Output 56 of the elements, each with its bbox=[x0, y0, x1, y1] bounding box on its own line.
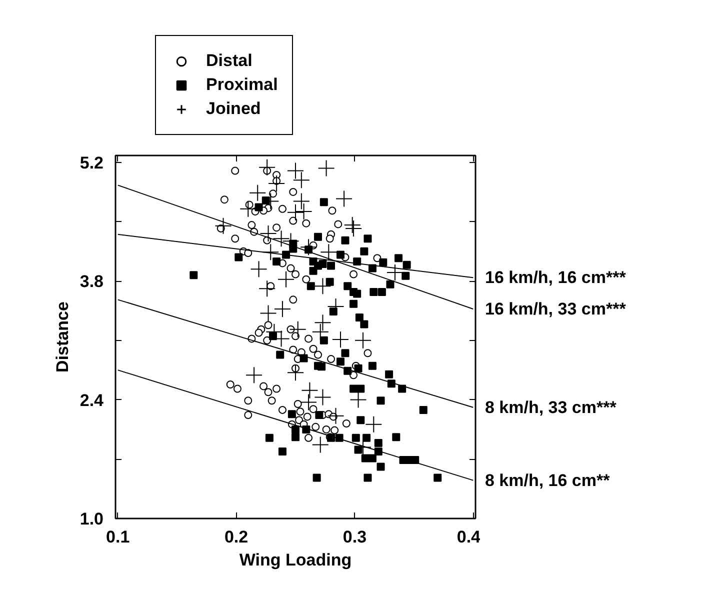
point bbox=[386, 264, 404, 282]
point bbox=[314, 278, 332, 295]
x-tick-label: 0.1 bbox=[106, 528, 130, 546]
point bbox=[287, 162, 304, 180]
point bbox=[278, 270, 295, 288]
y-tick-label: 5.2 bbox=[80, 153, 104, 172]
point bbox=[287, 364, 304, 382]
point bbox=[312, 436, 329, 454]
point bbox=[332, 331, 349, 348]
point bbox=[246, 366, 263, 384]
legend-label: 16 km/h, 16 cm*** bbox=[485, 268, 626, 288]
legend-label: 8 km/h, 33 cm*** bbox=[485, 398, 617, 417]
point bbox=[287, 204, 304, 221]
point bbox=[354, 332, 372, 349]
legend-label: Proximal bbox=[206, 75, 278, 95]
point bbox=[301, 382, 318, 399]
point bbox=[350, 391, 367, 408]
point bbox=[365, 416, 382, 433]
x-axis-title: Wing Loading bbox=[239, 550, 352, 570]
point bbox=[320, 244, 338, 261]
point bbox=[345, 220, 362, 237]
x-tick-label: 0.4 bbox=[456, 528, 482, 546]
point bbox=[262, 244, 280, 261]
point bbox=[249, 184, 266, 202]
point bbox=[274, 300, 291, 318]
y-tick-label: 2.4 bbox=[80, 390, 104, 410]
point bbox=[260, 225, 277, 242]
point bbox=[240, 200, 257, 218]
legend-label: Joined bbox=[206, 99, 261, 119]
point bbox=[314, 388, 332, 406]
point bbox=[312, 323, 329, 340]
series-label: 16 km/h, 33 cm*** bbox=[485, 300, 626, 319]
point bbox=[300, 394, 318, 411]
point bbox=[214, 217, 232, 234]
point bbox=[292, 192, 310, 210]
point bbox=[289, 320, 306, 338]
point bbox=[295, 202, 312, 220]
y-axis-title: Distance bbox=[52, 302, 72, 372]
y-tick-label: 1.0 bbox=[80, 510, 104, 528]
point bbox=[258, 280, 276, 298]
point bbox=[318, 160, 335, 177]
point bbox=[260, 304, 277, 322]
x-tick-label: 0.3 bbox=[342, 528, 367, 546]
point bbox=[327, 407, 344, 424]
series-label: 8 km/h, 16 cm** bbox=[485, 470, 610, 490]
point bbox=[268, 174, 286, 192]
x-tick-label: 0.2 bbox=[224, 528, 248, 546]
point bbox=[314, 314, 332, 332]
point bbox=[258, 158, 276, 176]
point bbox=[336, 190, 353, 208]
legend-label: Distal bbox=[206, 51, 252, 71]
y-tick-label: 3.8 bbox=[80, 272, 104, 292]
point bbox=[250, 260, 268, 278]
point bbox=[292, 172, 310, 189]
point bbox=[344, 216, 361, 234]
point bbox=[272, 230, 290, 248]
